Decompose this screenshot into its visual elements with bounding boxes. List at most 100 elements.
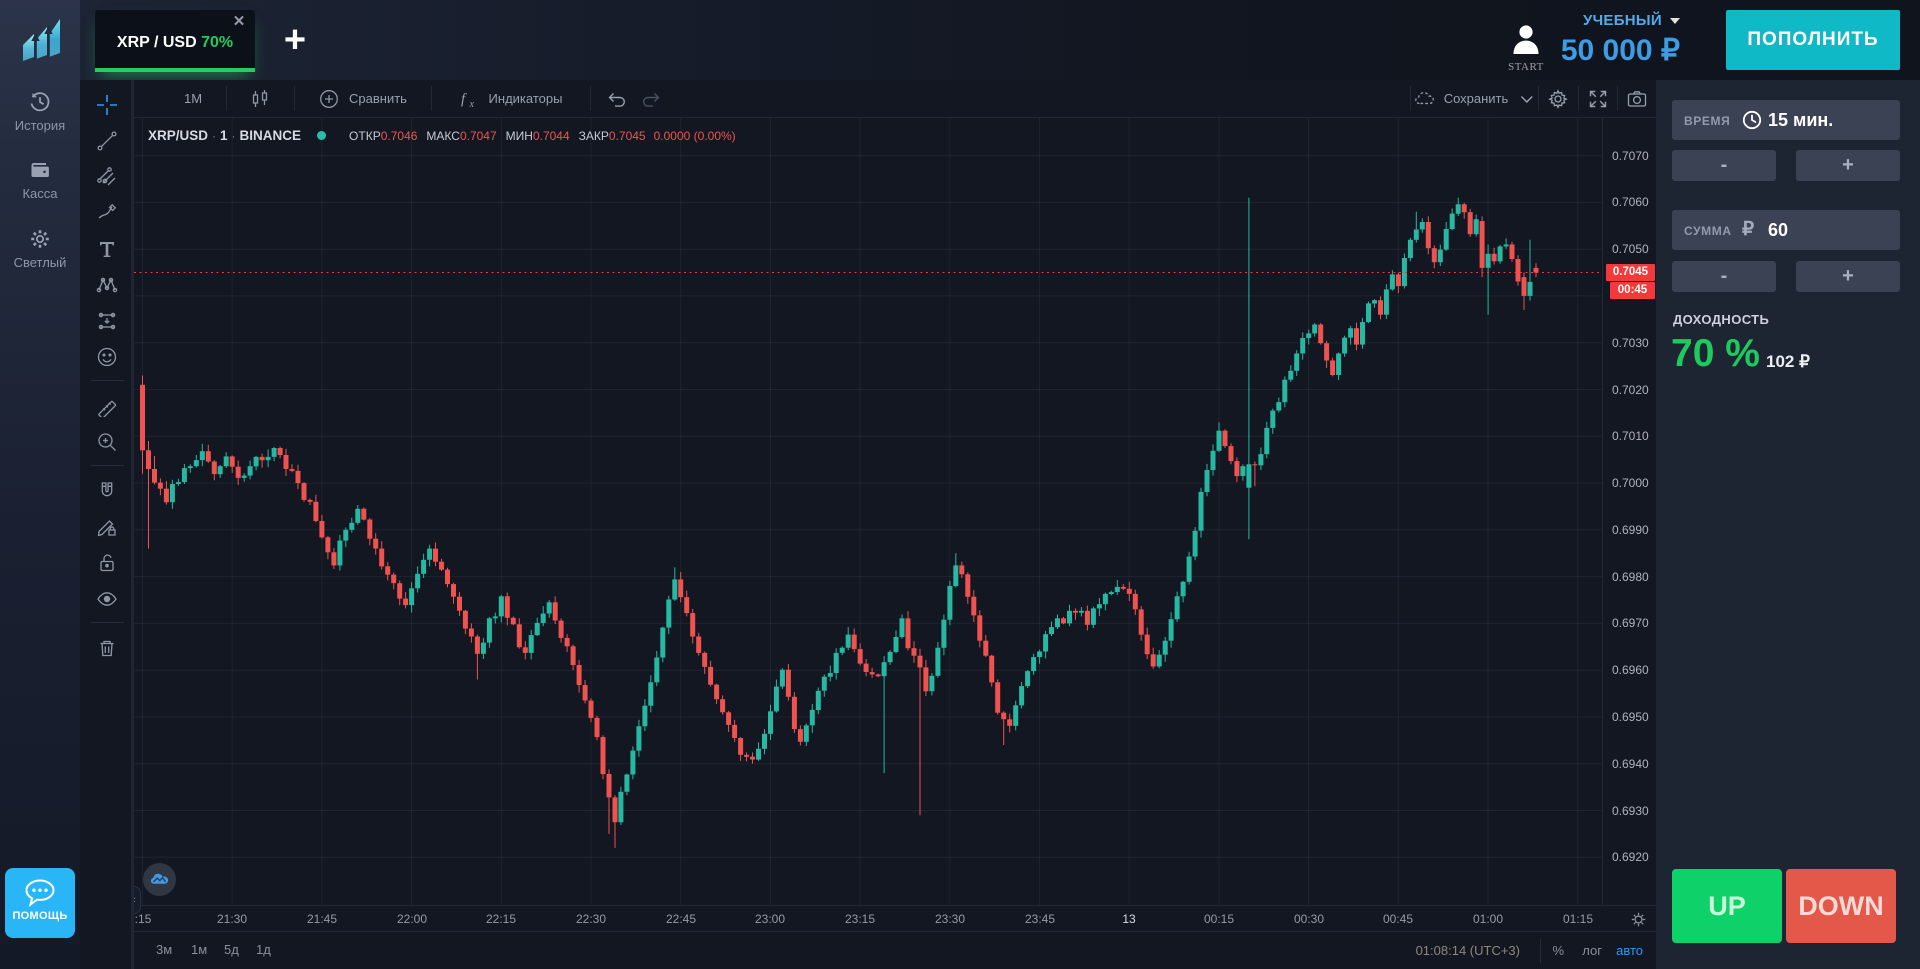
magnet-tool-button[interactable] xyxy=(80,473,134,509)
account-start[interactable]: START xyxy=(1508,24,1544,73)
chart-pane: 1М Сравнить f x Индикаторы Сохранить XRP/USD ·… xyxy=(127,80,1656,969)
time-axis-label: 01:00 xyxy=(1472,912,1504,926)
emoji-tool-button[interactable] xyxy=(80,339,134,375)
amount-field[interactable]: СУММА ₽ 60 xyxy=(1672,210,1900,250)
price-axis-label: 0.6940 xyxy=(1612,757,1649,771)
gann-tool-button[interactable] xyxy=(80,159,134,195)
chart-plot[interactable]: XRP/USD · 1 · BINANCE ОТКР0.7046 МАКС0.7047 МИН… xyxy=(134,118,1602,905)
text-tool-button[interactable] xyxy=(80,231,134,267)
interval-button[interactable]: 1М xyxy=(160,80,226,117)
legend-symbol[interactable]: XRP/USD xyxy=(148,128,209,143)
undo-icon xyxy=(608,92,625,107)
payout-amount: 102 ₽ xyxy=(1766,352,1810,371)
save-button[interactable]: Сохранить xyxy=(1414,80,1538,117)
cloud-chart-icon xyxy=(150,873,169,884)
range-button-3[interactable]: 5д xyxy=(224,942,239,957)
range-button-2[interactable]: 1м xyxy=(191,942,208,957)
chart-settings-button[interactable] xyxy=(1538,80,1578,117)
chart-legend: XRP/USD · 1 · BINANCE ОТКР0.7046 МАКС0.7047 МИН… xyxy=(148,128,736,143)
sidebar-item-cashier[interactable]: Касса xyxy=(0,159,80,203)
fullscreen-icon xyxy=(1589,90,1606,107)
price-axis-label: 0.7050 xyxy=(1612,242,1649,256)
clock-label[interactable]: 01:08:14 (UTC+3) xyxy=(1415,943,1520,958)
brush-icon xyxy=(98,203,117,219)
add-tab-button[interactable]: + xyxy=(283,19,307,61)
forecast-tool-button[interactable] xyxy=(80,303,134,339)
chart-logo-button[interactable] xyxy=(143,863,176,896)
price-axis-label: 0.6950 xyxy=(1612,710,1649,724)
time-minus-button[interactable]: - xyxy=(1672,150,1776,181)
forecast-icon xyxy=(98,312,116,330)
ruble-icon: ₽ xyxy=(1742,219,1755,240)
trash-icon xyxy=(100,640,114,657)
percent-scale-button[interactable]: % xyxy=(1552,943,1564,958)
account-info[interactable]: УЧЕБНЫЙ 50 000 ₽ xyxy=(1480,12,1680,68)
magnet-icon xyxy=(101,482,113,497)
chevdown-icon xyxy=(1521,95,1534,103)
tab-title: XRP / USD 70% xyxy=(116,34,234,51)
price-axis-label: 0.7030 xyxy=(1612,336,1649,350)
time-field-label: ВРЕМЯ xyxy=(1684,114,1731,128)
chart-toolbar: 1М Сравнить f x Индикаторы Сохранить xyxy=(134,80,1656,118)
redo-button[interactable] xyxy=(630,80,674,117)
toolbar-divider xyxy=(90,622,124,623)
account-balance: 50 000 ₽ xyxy=(1560,34,1680,67)
fullscreen-button[interactable] xyxy=(1578,80,1617,117)
toolbar-divider xyxy=(294,86,295,111)
indicators-button[interactable]: f x Индикаторы xyxy=(431,80,590,117)
sidebar-item-history[interactable]: История xyxy=(0,91,80,135)
zoomin-tool-button[interactable] xyxy=(80,424,134,460)
trendline-tool-button[interactable] xyxy=(80,123,134,159)
time-axis-label: 22:00 xyxy=(396,912,428,926)
eye-tool-button[interactable] xyxy=(80,581,134,617)
sidebar-item-light-theme[interactable]: Светлый xyxy=(0,228,80,272)
time-axis-label: 00:45 xyxy=(1382,912,1414,926)
cloud-icon xyxy=(1415,91,1434,104)
trendline-icon xyxy=(97,131,117,151)
account-type[interactable]: УЧЕБНЫЙ xyxy=(1582,12,1662,29)
payout-percent: 70 % xyxy=(1671,332,1760,375)
payout-label: ДОХОДНОСТЬ xyxy=(1673,312,1770,327)
time-field[interactable]: ВРЕМЯ 15 мин. xyxy=(1672,100,1900,140)
history-icon xyxy=(29,91,51,113)
pencilock-tool-button[interactable] xyxy=(80,509,134,545)
time-axis[interactable]: :15 21:30 21:45 22:00 22:15 22:30 22:45 23:00 23… xyxy=(134,905,1656,931)
log-scale-button[interactable]: лог xyxy=(1582,943,1602,958)
wallet-icon xyxy=(29,159,51,181)
axis-settings-icon[interactable] xyxy=(1630,911,1647,928)
unlock-tool-button[interactable] xyxy=(80,545,134,581)
candles-icon xyxy=(252,89,268,107)
app-logo-icon[interactable] xyxy=(21,14,61,64)
price-axis-label: 0.7020 xyxy=(1612,383,1649,397)
crosshair-tool-button[interactable] xyxy=(80,87,134,123)
tab-close-icon[interactable]: ✕ xyxy=(232,13,246,30)
trash-tool-button[interactable] xyxy=(80,630,134,666)
xabcd-tool-button[interactable] xyxy=(80,267,134,303)
range-button-4[interactable]: 1д xyxy=(256,942,271,957)
brush-tool-button[interactable] xyxy=(80,195,134,231)
deposit-button[interactable]: ПОПОЛНИТЬ xyxy=(1726,10,1900,70)
undo-button[interactable] xyxy=(594,80,638,117)
compare-button[interactable]: Сравнить xyxy=(294,80,431,117)
time-axis-label: 22:45 xyxy=(665,912,697,926)
legend-interval: 1 xyxy=(220,128,228,143)
time-axis-label: 23:00 xyxy=(754,912,786,926)
tab-xrp-usd[interactable]: XRP / USD 70% ✕ xyxy=(95,10,255,72)
time-axis-label: 22:15 xyxy=(485,912,517,926)
ruler-tool-button[interactable] xyxy=(80,388,134,424)
help-button[interactable]: помощь xyxy=(5,868,75,938)
screenshot-button[interactable] xyxy=(1617,80,1656,117)
time-plus-button[interactable]: + xyxy=(1796,150,1900,181)
price-axis[interactable]: 0.7070 0.7060 0.7050 0.7030 0.7020 0.7010 0.70… xyxy=(1602,118,1656,905)
up-button[interactable]: UP xyxy=(1672,869,1782,943)
price-axis-label: 0.7010 xyxy=(1612,429,1649,443)
auto-scale-button[interactable]: авто xyxy=(1616,943,1643,958)
time-axis-label: 22:30 xyxy=(575,912,607,926)
down-button[interactable]: DOWN xyxy=(1786,869,1896,943)
amount-plus-button[interactable]: + xyxy=(1796,261,1900,292)
chart-style-button[interactable] xyxy=(226,80,294,117)
amount-minus-button[interactable]: - xyxy=(1672,261,1776,292)
range-button-1[interactable]: 3м xyxy=(156,942,173,957)
